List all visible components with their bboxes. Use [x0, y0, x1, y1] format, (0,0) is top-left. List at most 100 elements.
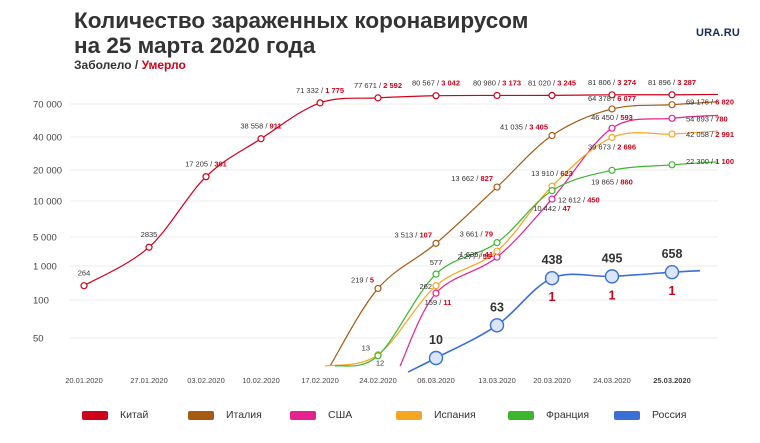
- data-point: [374, 284, 382, 293]
- cases-label: 12: [376, 359, 384, 368]
- cases-label: 69 176: [686, 98, 709, 107]
- data-point: [374, 94, 382, 102]
- legend-item: Испания: [396, 409, 476, 421]
- cases-label: 71 332: [296, 86, 319, 95]
- legend-label: Испания: [434, 409, 476, 421]
- x-tick-label: 25.03.2020: [653, 376, 691, 385]
- series-line: [407, 269, 701, 373]
- data-label: 2835: [141, 230, 158, 239]
- data-point: [489, 318, 505, 333]
- data-label: 19 865 / 860: [591, 177, 633, 186]
- label-separator: /: [377, 81, 383, 90]
- data-point: [432, 289, 440, 297]
- data-label: 81 806 / 3 274: [588, 78, 637, 87]
- data-point: [428, 350, 444, 366]
- data-label: 39 673 / 2 696: [588, 142, 636, 151]
- legend-swatch: [614, 410, 640, 420]
- data-point: [493, 247, 501, 255]
- data-point: [668, 130, 676, 138]
- deaths-label: 2 696: [617, 142, 636, 151]
- legend-label: Франция: [546, 409, 590, 421]
- data-point: [608, 133, 616, 141]
- label-separator: /: [478, 230, 484, 239]
- cases-label: 2835: [141, 230, 158, 239]
- cases-label: 3 661: [460, 230, 479, 239]
- data-point: [544, 270, 560, 286]
- legend-item: США: [290, 409, 352, 421]
- data-label: 2 277 / 55: [458, 252, 491, 261]
- label-separator: /: [437, 298, 443, 307]
- x-tick-label: 24.03.2020: [593, 376, 631, 385]
- data-point: [432, 92, 440, 100]
- cases-label: 80 980: [473, 78, 496, 87]
- deaths-label: 1: [669, 284, 676, 298]
- subtitle-separator: /: [131, 58, 142, 72]
- x-tick-label: 03.02.2020: [187, 376, 225, 385]
- label-separator: /: [611, 142, 617, 151]
- data-label: 1 635 / 41: [460, 250, 493, 259]
- data-point: [548, 91, 556, 99]
- cases-label: 46 450: [591, 113, 614, 122]
- cases-label: 17 205: [185, 160, 208, 169]
- data-label: 80 567 / 3 042: [412, 79, 460, 88]
- cases-label: 12 612: [558, 196, 581, 205]
- data-point: [608, 105, 616, 113]
- cases-label: 13 662: [451, 174, 474, 183]
- label-separator: /: [554, 169, 560, 178]
- legend-label: США: [328, 409, 353, 421]
- label-separator: /: [671, 78, 677, 87]
- label-separator: /: [614, 177, 620, 186]
- legend-swatch: [188, 410, 214, 420]
- data-point: [374, 352, 382, 360]
- data-label: 38 558 / 911: [240, 122, 281, 131]
- data-label: 658: [662, 247, 683, 261]
- deaths-label: 1: [549, 290, 556, 304]
- data-point: [493, 183, 501, 191]
- data-label: 54 893 / 780: [686, 114, 728, 123]
- data-label: 69 176 / 6 820: [686, 98, 734, 107]
- y-tick-label: 50: [33, 334, 44, 345]
- deaths-label: 2 592: [383, 81, 402, 90]
- data-label: 3 513 / 107: [394, 230, 432, 239]
- data-point: [548, 195, 556, 203]
- legend-item: Франция: [508, 409, 589, 421]
- label-separator: /: [556, 204, 562, 213]
- deaths-label: 3 042: [441, 79, 460, 88]
- deaths-label: 450: [587, 196, 600, 205]
- cases-label: 64 378: [588, 94, 611, 103]
- legend-item: Китай: [82, 409, 148, 421]
- label-separator: /: [319, 86, 325, 95]
- deaths-label: 6 077: [617, 94, 636, 103]
- data-point: [202, 173, 210, 181]
- cases-label: 1 635: [460, 250, 479, 259]
- deaths-label: 79: [485, 230, 493, 239]
- legend-swatch: [508, 410, 534, 420]
- data-label: 13 910 / 623: [531, 169, 573, 178]
- label-separator: /: [413, 230, 419, 239]
- label-separator: /: [523, 122, 529, 131]
- data-point: [548, 131, 556, 140]
- data-point: [257, 135, 265, 143]
- label-separator: /: [476, 252, 482, 261]
- cases-label: 39 673: [588, 142, 611, 151]
- x-tick-label: 20.01.2020: [65, 376, 103, 385]
- y-tick-label: 5 000: [33, 233, 57, 244]
- label-separator: /: [709, 157, 715, 166]
- data-label: 64 378 / 6 077: [588, 94, 636, 103]
- legend-label: Италия: [226, 409, 262, 421]
- y-tick-label: 70 000: [33, 100, 62, 111]
- x-tick-label: 06.03.2020: [417, 376, 455, 385]
- x-tick-label: 10.02.2020: [242, 376, 280, 385]
- deaths-label: 827: [480, 174, 493, 183]
- deaths-label: 780: [715, 114, 728, 123]
- data-point: [664, 264, 680, 280]
- data-label: 63: [490, 300, 504, 314]
- chart-title: Количество зараженных коронавирусом на 2…: [74, 8, 529, 58]
- x-tick-label: 24.02.2020: [359, 376, 397, 385]
- y-tick-label: 100: [33, 296, 49, 307]
- cases-label: 81 896: [648, 78, 671, 87]
- cases-label: 219: [351, 275, 364, 284]
- cases-label: 2 277: [458, 252, 477, 261]
- data-point: [493, 91, 501, 100]
- series-line: [399, 114, 719, 367]
